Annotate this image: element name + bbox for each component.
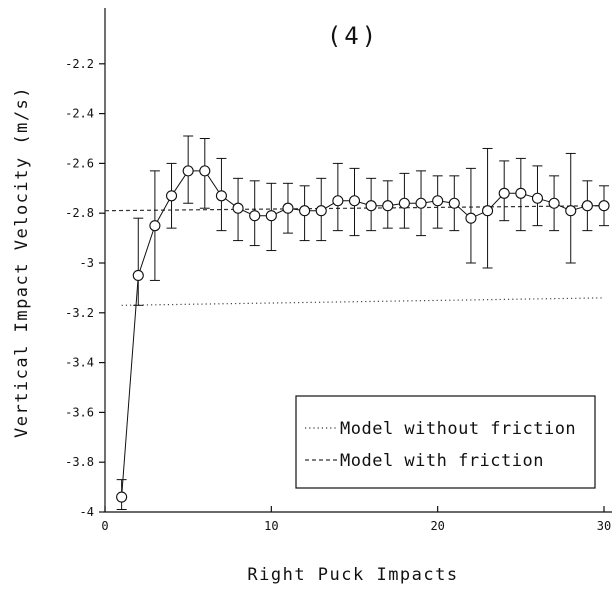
data-point [232,202,244,214]
axes [104,8,612,513]
data-point [598,200,610,212]
data-point [482,205,494,217]
y-tick-label: -3.6 [65,405,94,419]
legend: Model without friction Model with fricti… [295,395,596,489]
data-point [348,195,361,207]
data-point [365,200,377,212]
x-ticks: 0 10 20 30 [101,506,611,533]
data-point [199,165,211,177]
x-tick-label: 10 [264,519,278,533]
data-point [132,269,144,282]
y-tick-label: -4 [80,505,94,519]
data-point [398,197,410,209]
data-point [565,205,577,217]
data-point [116,491,128,503]
y-tick-label: -2.4 [65,107,94,121]
data-point [432,195,444,207]
data-point [299,205,311,217]
legend-label-with-friction: Model with friction [340,451,544,471]
y-tick-label: -2.8 [65,206,94,220]
y-tick-label: -2.2 [65,57,94,71]
data-point [382,200,394,212]
data-point [149,220,161,232]
data-point [415,197,427,209]
y-ticks: -4 -3.8 -3.6 -3.4 -3.2 -3 -2.8 -2.6 -2.4 -2.2 [65,57,105,519]
x-tick-label: 0 [101,519,108,533]
x-axis-title: Right Puck Impacts [247,565,458,585]
y-tick-label: -3.8 [65,455,94,469]
data-series [116,135,610,511]
data-point [182,165,194,177]
data-point [448,197,460,209]
data-point [498,187,510,199]
data-point [531,192,544,204]
data-point [515,187,527,199]
x-tick-label: 30 [597,519,611,533]
data-point [581,200,593,212]
data-point [315,205,327,217]
data-point [282,202,294,214]
y-tick-label: -3.2 [65,306,94,320]
data-point [249,210,261,222]
legend-label-without-friction: Model without friction [340,419,576,439]
y-tick-label: -2.6 [65,156,94,170]
legend-box [295,395,596,489]
x-tick-label: 20 [430,519,444,533]
y-tick-label: -3 [80,256,94,270]
data-point [265,210,277,222]
data-point [332,195,344,207]
y-axis-title: Vertical Impact Velocity (m/s) [12,86,32,438]
data-point [548,197,560,209]
data-point [215,190,227,202]
model-without-friction-line [121,297,605,306]
data-point [165,190,178,202]
data-point [465,212,477,224]
y-tick-label: -3.4 [65,356,94,370]
chart-title: (4) [327,22,379,50]
